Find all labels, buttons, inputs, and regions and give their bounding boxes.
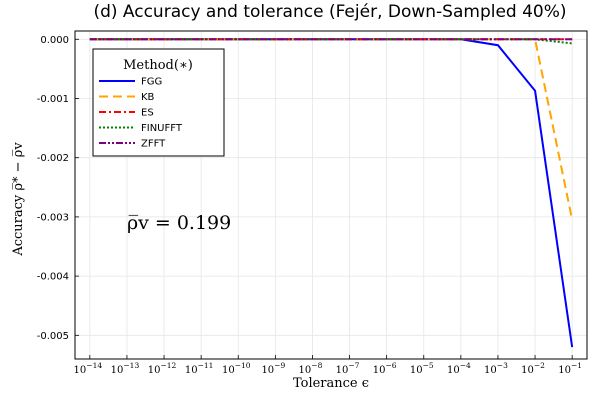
legend-entries: FGG KB ES FINUFFT ZFFT [99, 77, 183, 150]
x-tick-label: 10−11 [185, 361, 214, 376]
chart-title: (d) Accuracy and tolerance (Fejér, Down-… [93, 2, 566, 22]
x-tick-label: 10−2 [521, 361, 545, 376]
legend-label-fgg: FGG [141, 77, 162, 88]
legend-label-kb: KB [141, 92, 155, 103]
x-tick-label: 10−1 [558, 361, 582, 376]
x-tick-label: 10−7 [336, 361, 360, 376]
grid [75, 31, 587, 359]
x-tick-label: 10−8 [299, 361, 323, 376]
legend-label-zfft: ZFFT [141, 139, 166, 150]
x-axis-label: Tolerance ϵ [293, 376, 369, 391]
x-tick-label: 10−9 [261, 361, 285, 376]
x-tick-label: 10−3 [484, 361, 508, 376]
y-tick-label: -0.002 [37, 153, 69, 164]
legend-label-finufft: FINUFFT [141, 123, 183, 134]
y-axis-ticks: 0.000 -0.001 -0.002 -0.003 -0.004 -0.005 [37, 35, 79, 342]
x-tick-label: 10−10 [222, 361, 251, 376]
legend: Method(∗) FGG KB ES FINUFFT ZFFT [92, 48, 225, 157]
y-tick-label: -0.004 [37, 272, 69, 283]
y-tick-label: -0.005 [37, 331, 69, 342]
x-tick-label: 10−13 [111, 361, 140, 376]
rho-v-annotation: ρ̅v = 0.199 [127, 212, 231, 234]
x-tick-label: 10−14 [74, 361, 103, 376]
legend-label-es: ES [141, 108, 154, 119]
y-tick-label: -0.003 [37, 212, 69, 223]
x-tick-label: 10−5 [410, 361, 434, 376]
x-tick-label: 10−6 [373, 361, 397, 376]
legend-box [92, 48, 225, 157]
plot-series [89, 38, 574, 348]
plot-frame [74, 30, 588, 360]
x-tick-label: 10−4 [447, 361, 471, 376]
y-tick-label: 0.000 [40, 35, 69, 46]
x-axis-ticks: 10−14 10−13 10−12 10−11 10−10 10−9 10−8 10−7 10−… [74, 355, 582, 376]
y-axis-label: Accuracy ρ̅* − ρ̅v [11, 142, 26, 257]
y-tick-label: -0.001 [37, 94, 69, 105]
x-tick-label: 10−12 [148, 361, 177, 376]
legend-title: Method(∗) [123, 58, 193, 73]
